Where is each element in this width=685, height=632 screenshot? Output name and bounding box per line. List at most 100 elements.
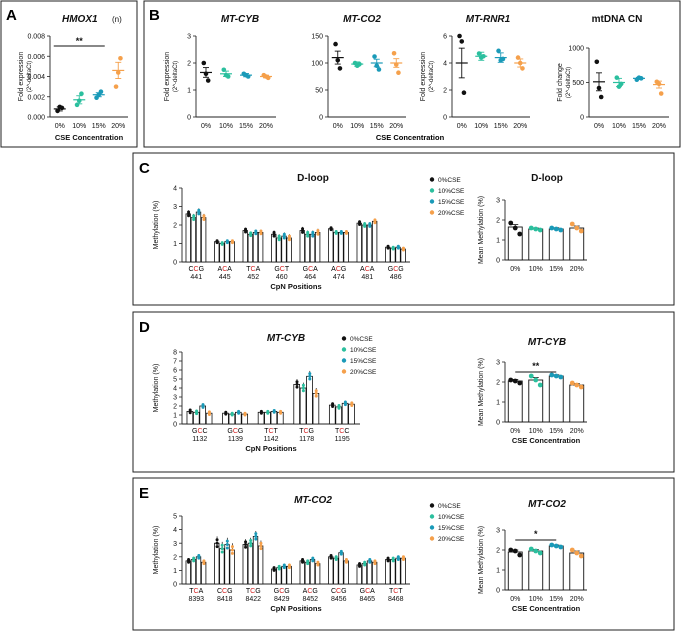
bar: [276, 237, 282, 263]
data-point: [508, 547, 514, 553]
chart-c1: 01234CCG441ACA445TCA452GCT460GCA464ACG47…: [153, 173, 465, 291]
data-point: [249, 541, 253, 545]
data-point: [306, 230, 310, 234]
y-tick-label: 2: [173, 223, 177, 230]
bar: [293, 383, 300, 425]
legend-label: 0%CSE: [438, 503, 461, 510]
data-point: [205, 78, 211, 83]
data-point: [282, 563, 286, 567]
data-point: [358, 562, 362, 566]
cpn-label: CCG: [188, 266, 204, 273]
bar: [224, 241, 230, 263]
x-tick-label: 20%: [111, 123, 125, 130]
data-point: [533, 226, 539, 232]
bar: [200, 561, 207, 585]
data-point: [512, 548, 518, 554]
bar: [395, 557, 401, 585]
y-axis-label: Fold change: [557, 63, 564, 102]
y-tick-label: 0: [496, 588, 500, 595]
data-point: [508, 377, 514, 383]
bar: [306, 375, 313, 425]
bar: [328, 228, 334, 263]
y-tick-label: 4: [173, 186, 177, 193]
data-point: [192, 556, 196, 560]
x-axis-label: CpN Positions: [245, 444, 296, 453]
y-tick-label: 2: [496, 548, 500, 555]
data-point: [368, 222, 372, 226]
data-point: [461, 90, 467, 95]
data-point: [308, 374, 312, 378]
y-tick-label: 50: [315, 88, 323, 95]
chart-title: MT-RNR1: [466, 14, 511, 25]
y-tick-label: 4: [173, 527, 177, 534]
data-point: [537, 382, 543, 388]
x-tick-label: 0%: [510, 428, 520, 435]
bar: [304, 561, 311, 585]
bar: [185, 560, 191, 585]
data-point: [287, 234, 291, 238]
bar: [224, 544, 230, 585]
bar: [328, 556, 334, 585]
data-point: [215, 541, 219, 545]
bar: [371, 561, 378, 585]
legend-label: 10%CSE: [350, 347, 377, 354]
chart-title: D-loop: [297, 173, 329, 184]
bar: [314, 231, 321, 263]
cpn-label: TCA: [246, 266, 260, 273]
bar: [281, 235, 287, 263]
y-axis-label: Fold expression: [164, 52, 171, 102]
data-point: [308, 377, 312, 381]
cpn-label: GCT: [274, 266, 290, 273]
y-tick-label: 6: [173, 368, 177, 375]
bar: [257, 231, 264, 263]
bar: [356, 222, 362, 263]
data-point: [343, 400, 347, 404]
y-tick-label: 0: [173, 422, 177, 429]
data-point: [386, 556, 390, 560]
cpn-label: TCT: [389, 588, 403, 595]
data-point: [220, 550, 224, 554]
y-axis-label: Mean Methylation (%): [478, 526, 485, 594]
data-point: [358, 220, 362, 224]
x-tick-label: 15%: [549, 266, 563, 273]
data-point: [339, 549, 343, 553]
data-point: [396, 555, 400, 559]
bar: [214, 241, 220, 263]
data-point: [512, 225, 518, 231]
cpn-label: GCG: [274, 588, 290, 595]
bar: [312, 392, 320, 425]
x-tick-label: 15%: [632, 123, 646, 130]
legend-label: 10%CSE: [438, 188, 465, 195]
x-tick-label: 20%: [259, 123, 273, 130]
bar: [548, 228, 564, 261]
chart-title: D-loop: [531, 173, 563, 184]
data-point: [533, 548, 539, 554]
chart-b2: 0 50 100 150 0% 10% 15% 20% MT-CO2: [311, 14, 406, 130]
x-tick-label: 20%: [389, 123, 403, 130]
data-point: [372, 54, 377, 59]
data-point: [254, 229, 258, 233]
panel-letter-c: C: [139, 160, 150, 177]
bar: [219, 243, 225, 263]
data-point: [201, 403, 205, 407]
y-tick-label: 1: [496, 400, 500, 407]
y-tick-label: 3: [187, 34, 191, 41]
data-point: [192, 214, 196, 218]
data-point: [574, 382, 580, 388]
data-point: [98, 89, 104, 94]
x-tick-label: 10%: [529, 266, 543, 273]
data-point: [314, 394, 318, 398]
y-tick-label: 2: [187, 61, 191, 68]
chart-title: MT-CYB: [267, 333, 305, 344]
bar: [190, 217, 197, 263]
data-point: [574, 225, 580, 231]
data-point: [259, 547, 263, 551]
data-point: [301, 558, 305, 562]
data-point: [391, 50, 397, 56]
y-axis-label: Methylation (%): [153, 201, 160, 250]
data-point: [197, 553, 201, 557]
chart-b3: 0 2 4 6 0% 10% 15% 20% Fold expression (2^-deltaC…: [420, 14, 530, 130]
cpn-position-number: 464: [304, 274, 316, 281]
data-point: [207, 410, 211, 414]
chart-a: 0.000 0.002 0.004 0.006 0.008 0% 10% 15% 20% Fold…: [18, 14, 128, 142]
